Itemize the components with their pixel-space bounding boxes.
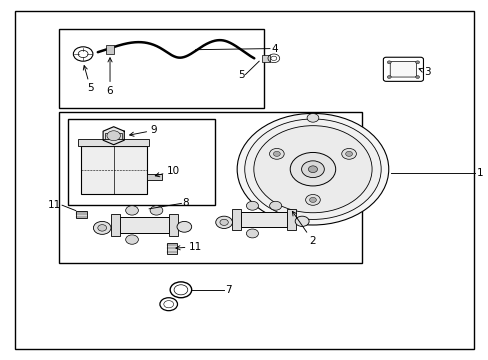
Bar (167, 243, 177, 254)
Circle shape (309, 197, 316, 202)
Circle shape (107, 131, 120, 141)
Text: 5: 5 (237, 69, 244, 80)
Circle shape (93, 221, 111, 234)
Text: 8: 8 (182, 198, 189, 208)
Bar (287, 209, 295, 230)
Bar (232, 209, 240, 230)
Circle shape (305, 194, 320, 205)
Circle shape (177, 221, 191, 232)
Circle shape (415, 76, 419, 78)
Circle shape (295, 216, 308, 226)
Bar (81, 146, 146, 194)
Circle shape (150, 206, 163, 215)
Circle shape (244, 119, 381, 219)
Circle shape (341, 148, 356, 159)
Circle shape (98, 225, 106, 231)
Circle shape (237, 113, 388, 225)
Bar (146, 174, 162, 180)
Circle shape (386, 61, 390, 64)
Bar (168, 214, 177, 236)
Circle shape (253, 126, 371, 213)
Bar (68, 119, 215, 205)
Text: 2: 2 (292, 211, 316, 246)
Circle shape (269, 148, 284, 159)
Polygon shape (103, 127, 124, 145)
Text: 9: 9 (129, 125, 157, 136)
Bar (240, 212, 287, 227)
Circle shape (125, 235, 138, 244)
Bar (59, 29, 264, 108)
Text: 11: 11 (176, 242, 202, 252)
Circle shape (273, 151, 280, 156)
Circle shape (306, 113, 318, 122)
Circle shape (125, 206, 138, 215)
FancyBboxPatch shape (389, 62, 416, 77)
Circle shape (345, 151, 352, 156)
Bar (76, 211, 86, 218)
Circle shape (246, 201, 258, 210)
Circle shape (220, 219, 228, 225)
Circle shape (301, 161, 324, 177)
Bar (59, 112, 361, 263)
Text: 3: 3 (418, 67, 430, 77)
Text: 11: 11 (48, 200, 61, 210)
Bar (261, 55, 270, 62)
Text: 1: 1 (476, 168, 483, 178)
Bar (120, 217, 168, 233)
Circle shape (290, 152, 335, 186)
Text: 4: 4 (271, 44, 278, 54)
Circle shape (386, 76, 390, 78)
Bar (105, 133, 122, 139)
Circle shape (246, 229, 258, 238)
Circle shape (415, 61, 419, 64)
Bar (106, 45, 114, 54)
Bar (111, 214, 120, 236)
Circle shape (215, 216, 232, 229)
Bar (78, 139, 149, 146)
Text: 10: 10 (155, 166, 180, 177)
Text: 6: 6 (106, 58, 113, 96)
Circle shape (269, 201, 281, 210)
Circle shape (308, 166, 317, 172)
Text: 5: 5 (83, 66, 94, 93)
Text: 7: 7 (224, 285, 231, 295)
